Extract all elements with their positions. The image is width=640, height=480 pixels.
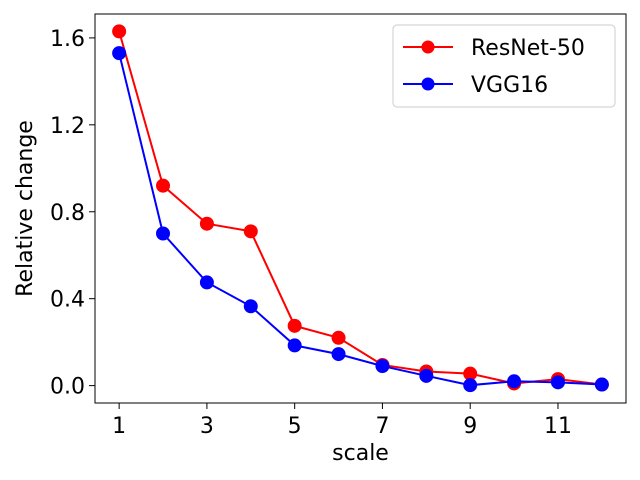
data-point-vgg16 [287, 338, 302, 353]
series-line-vgg16 [118, 52, 602, 387]
data-point-vgg16 [112, 46, 127, 61]
y-tick-label: 0.4 [50, 288, 85, 313]
x-axis: 1 3 5 7 9 11 [112, 403, 572, 439]
x-tick-label: 3 [200, 414, 214, 439]
y-tick-label: 0.8 [50, 201, 85, 226]
data-point-resnet-50 [287, 318, 302, 333]
data-point-vgg16 [507, 374, 522, 389]
legend-item: ResNet-50 [403, 36, 585, 61]
series-line-resnet-50 [118, 31, 602, 386]
y-axis: 0.0 0.4 0.8 1.2 1.6 [50, 27, 95, 400]
data-point-vgg16 [594, 377, 609, 392]
data-point-vgg16 [419, 368, 434, 383]
data-point-resnet-50 [156, 178, 171, 193]
y-axis-label: Relative change [13, 120, 38, 297]
data-point-resnet-50 [112, 24, 127, 39]
legend-label: ResNet-50 [471, 36, 585, 61]
data-point-vgg16 [375, 359, 390, 374]
legend-box [392, 24, 616, 108]
x-tick-label: 11 [544, 414, 572, 439]
data-point-vgg16 [156, 226, 171, 241]
x-tick-label: 9 [463, 414, 477, 439]
y-tick-label: 1.6 [50, 27, 85, 52]
series-layer [112, 24, 609, 393]
x-axis-label: scale [332, 441, 389, 466]
y-tick-label: 0.0 [50, 375, 85, 400]
series-vgg16 [112, 46, 609, 393]
data-point-vgg16 [463, 378, 478, 393]
data-point-resnet-50 [199, 216, 214, 231]
data-point-resnet-50 [243, 224, 258, 239]
legend-marker [421, 77, 435, 91]
data-point-vgg16 [331, 347, 346, 362]
plot-border [94, 13, 627, 404]
x-tick-label: 7 [375, 414, 389, 439]
legend-label: VGG16 [471, 73, 548, 98]
data-point-resnet-50 [331, 330, 346, 345]
x-tick-label: 1 [112, 414, 126, 439]
data-point-vgg16 [199, 275, 214, 290]
y-tick-label: 1.2 [50, 114, 85, 139]
data-point-vgg16 [243, 299, 258, 314]
plot-frame [94, 13, 627, 404]
data-point-vgg16 [550, 375, 565, 390]
legend-item: VGG16 [403, 73, 548, 98]
x-tick-label: 5 [288, 414, 302, 439]
legend: ResNet-50 VGG16 [392, 24, 616, 108]
legend-marker [421, 40, 435, 54]
